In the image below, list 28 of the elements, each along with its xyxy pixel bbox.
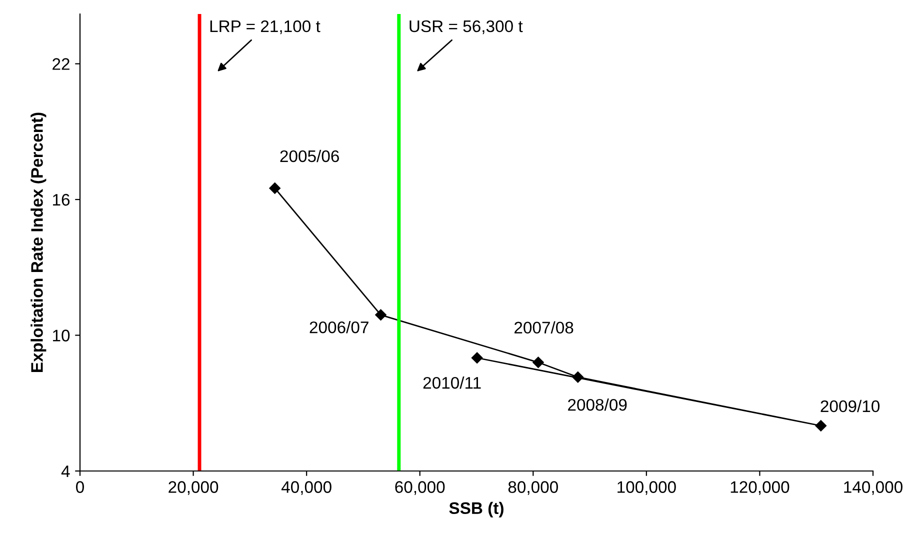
x-tick-label: 0 xyxy=(76,481,84,493)
annotation: 2006/07 xyxy=(310,321,368,334)
x-tick-label: 140,000 xyxy=(844,481,902,495)
x-tick-label: 60,000 xyxy=(395,481,445,495)
ref-line-label: USR = 56,300 t xyxy=(410,20,523,34)
point xyxy=(375,309,386,320)
y-tick-label: 4 xyxy=(61,466,70,478)
y-tick-label: 16 xyxy=(53,194,70,206)
x-tick-label: 100,000 xyxy=(618,481,676,495)
point xyxy=(572,372,584,383)
point xyxy=(269,182,280,194)
annotation: 2007/08 xyxy=(514,321,574,334)
y-axis-title: Exploitation Rate Index (Percent) xyxy=(30,112,46,372)
annotation: 2009/10 xyxy=(820,400,880,412)
x-tick-label: 40,000 xyxy=(281,481,332,495)
annotation: 2005/06 xyxy=(280,150,339,162)
point xyxy=(815,420,826,432)
x-tick-label: 20,000 xyxy=(168,481,218,495)
point xyxy=(471,352,483,364)
annotation: 2008/09 xyxy=(568,398,627,411)
x-tick-label: 120,000 xyxy=(730,481,790,495)
ref-line-label: LRP = 21,100 t xyxy=(210,20,320,34)
annotation: 2010/11 xyxy=(423,376,481,389)
y-tick-label: 22 xyxy=(52,58,70,70)
point xyxy=(532,356,544,368)
x-tick-label: 80,000 xyxy=(508,481,558,495)
y-tick-label: 10 xyxy=(53,330,70,342)
x-axis-title: SSB (t) xyxy=(449,502,504,518)
